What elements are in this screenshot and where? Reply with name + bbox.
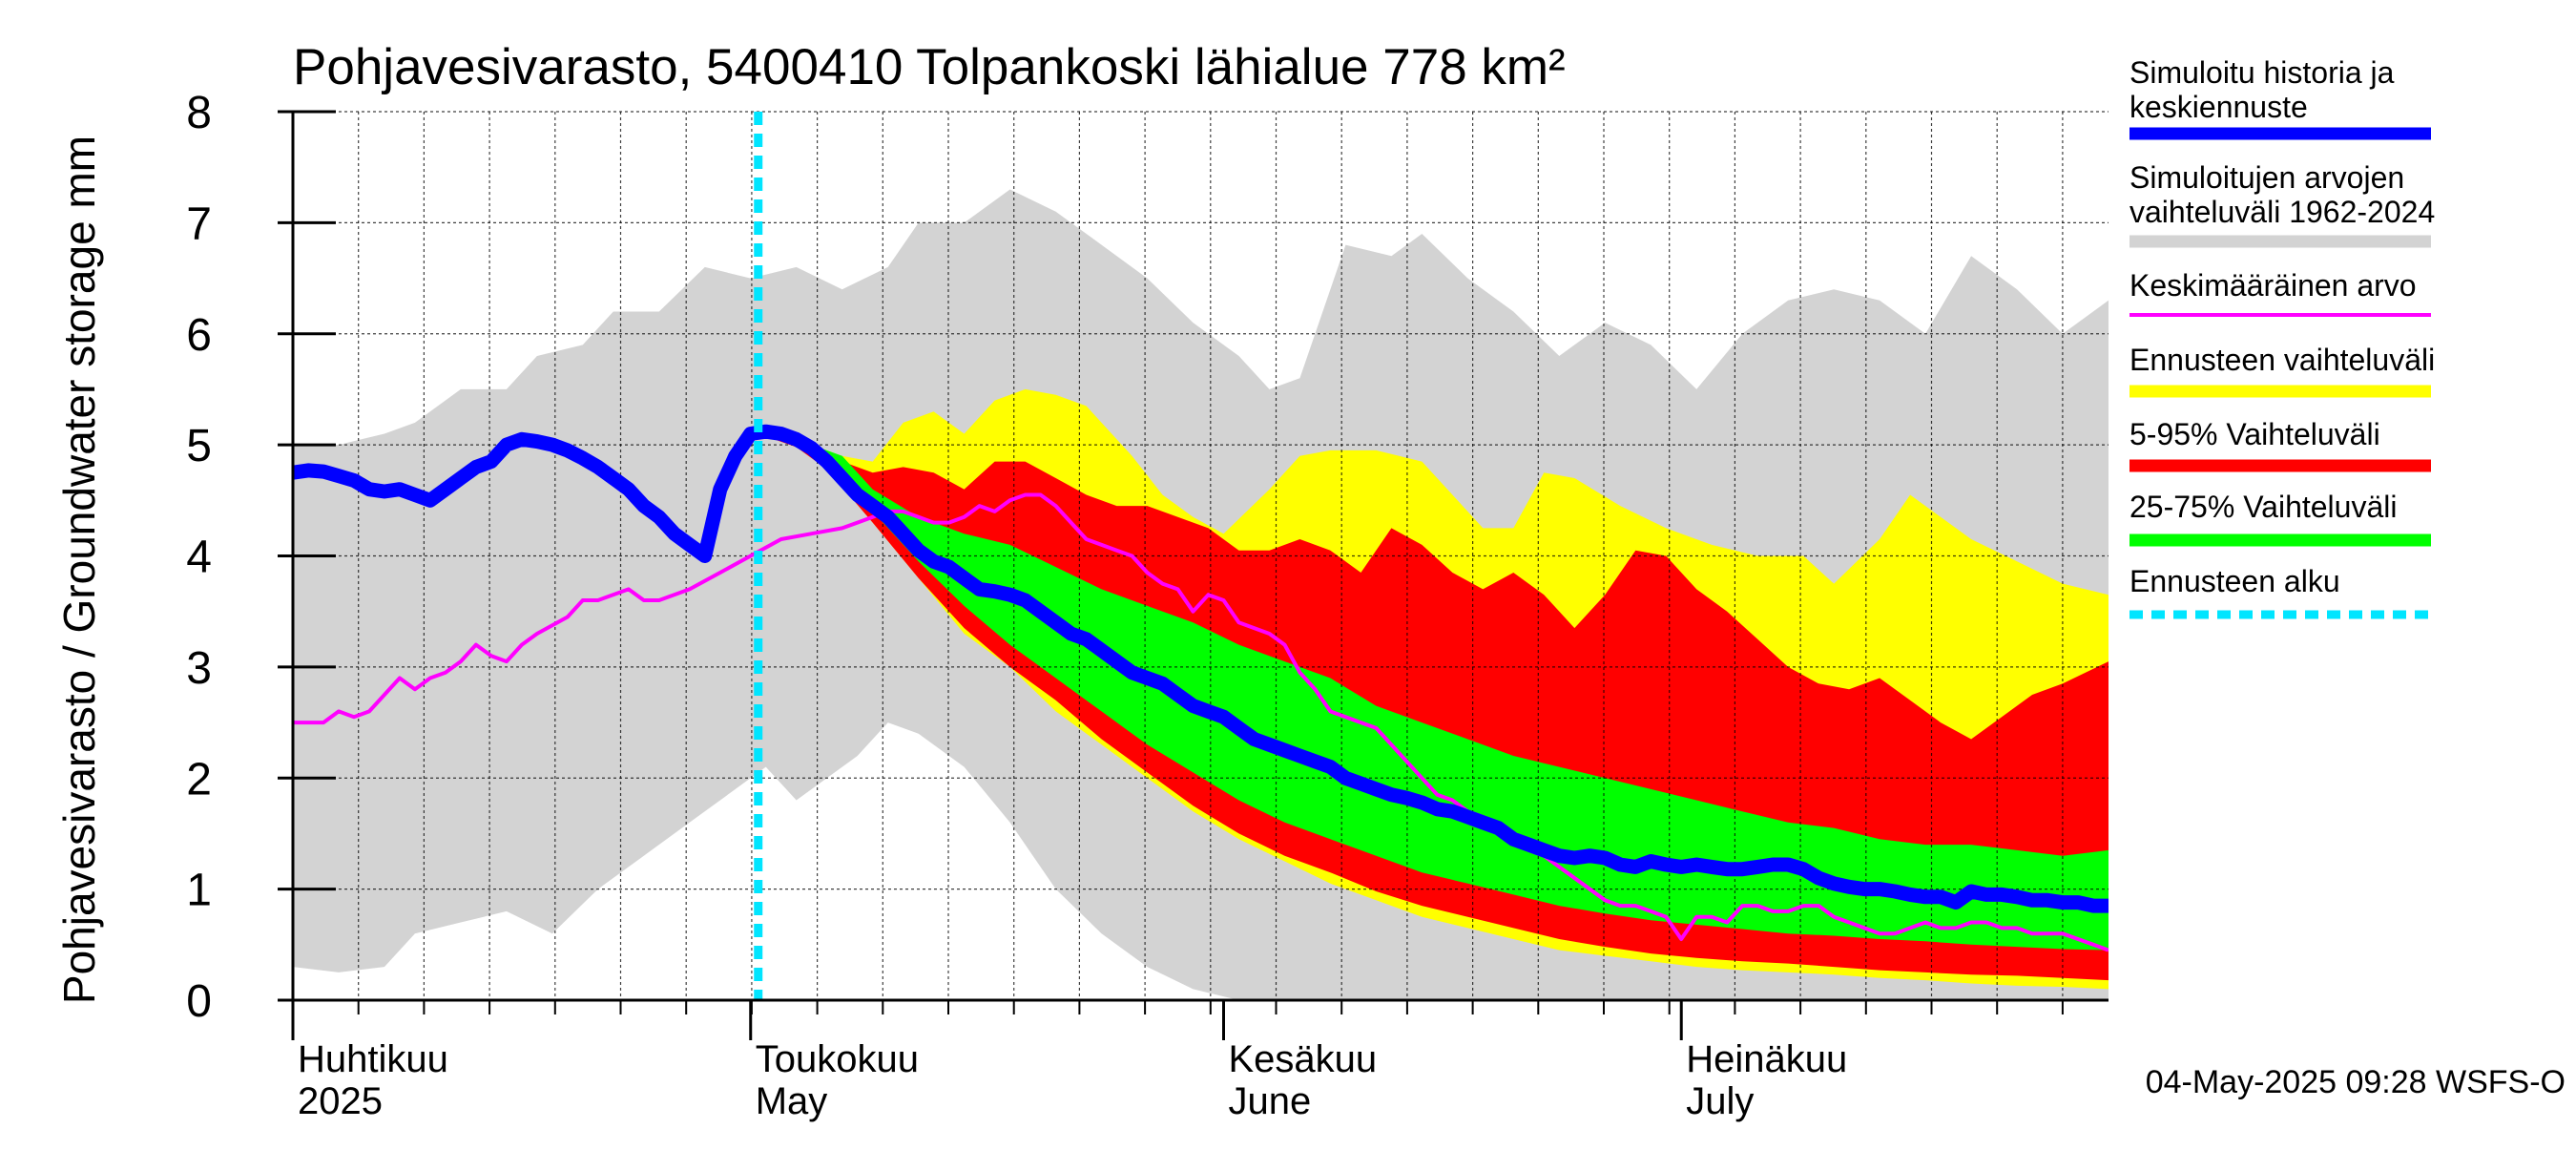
x-month-label-en: June — [1228, 1080, 1311, 1122]
y-tick-label: 3 — [186, 643, 212, 694]
y-axis-label: Pohjavesivarasto / Groundwater storage m… — [54, 136, 104, 1004]
timestamp: 04-May-2025 09:28 WSFS-O — [2146, 1064, 2566, 1100]
median-forecast-line — [293, 424, 2109, 913]
mean-line — [293, 492, 2109, 952]
legend-label: Ennusteen vaihteluväli — [2129, 343, 2435, 377]
chart-title: Pohjavesivarasto, 5400410 Tolpankoski lä… — [293, 39, 1566, 95]
series-lines — [293, 112, 2109, 1000]
y-tick-label: 2 — [186, 754, 212, 805]
y-tick-label: 1 — [186, 866, 212, 916]
legend-label: 5-95% Vaihteluväli — [2129, 417, 2380, 451]
x-month-label-en: July — [1686, 1080, 1754, 1122]
x-month-label-en: May — [756, 1080, 828, 1122]
range-bands — [293, 189, 2109, 1000]
y-tick-label: 5 — [186, 421, 212, 471]
legend-label: keskiennuste — [2129, 90, 2308, 124]
legend-label: Ennusteen alku — [2129, 564, 2340, 598]
x-month-label-en: 2025 — [298, 1080, 383, 1122]
legend-label: 25-75% Vaihteluväli — [2129, 490, 2397, 524]
y-tick-labels: 0 1 2 3 4 5 6 7 8 — [186, 88, 212, 1027]
x-month-label-fi: Toukokuu — [756, 1038, 919, 1080]
y-tick-label: 6 — [186, 310, 212, 361]
legend-label: Simuloitujen arvojen — [2129, 160, 2404, 195]
legend-label: Simuloitu historia ja — [2129, 55, 2395, 90]
y-tick-label: 0 — [186, 976, 212, 1027]
legend-label: vaihteluväli 1962-2024 — [2129, 195, 2435, 229]
y-tick-label: 7 — [186, 199, 212, 249]
p25-75-band — [758, 433, 2109, 951]
axes — [278, 110, 2109, 1040]
legend-label: Keskimääräinen arvo — [2129, 268, 2417, 303]
y-tick-label: 8 — [186, 88, 212, 138]
x-month-label-fi: Huhtikuu — [298, 1038, 448, 1080]
x-month-label-fi: Heinäkuu — [1686, 1038, 1847, 1080]
x-month-label-fi: Kesäkuu — [1228, 1038, 1377, 1080]
y-tick-label: 4 — [186, 533, 212, 583]
